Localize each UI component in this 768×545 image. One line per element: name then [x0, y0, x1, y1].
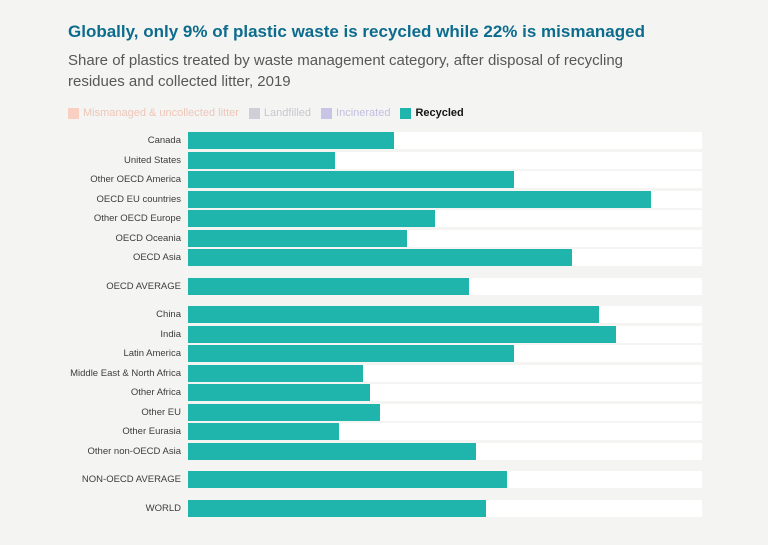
bar-track [188, 171, 702, 189]
recycled-bar[interactable] [188, 210, 435, 228]
recycled-bar[interactable] [188, 229, 408, 247]
bar-track [188, 384, 702, 402]
chart-row: United States [68, 151, 702, 169]
legend-swatch [321, 107, 333, 119]
recycled-bar[interactable] [188, 190, 651, 208]
row-label: OECD AVERAGE [106, 280, 181, 292]
chart-row: Other Eurasia [68, 423, 702, 441]
bar-track [188, 249, 702, 267]
row-label: India [160, 328, 181, 340]
bar-track [188, 132, 702, 150]
chart-row: India [68, 325, 702, 343]
legend-label: Incinerated [336, 107, 391, 120]
legend-item[interactable]: Mismanaged & uncollected litter [68, 107, 239, 119]
group-gap [68, 462, 702, 471]
bar-track [188, 471, 702, 489]
row-label: NON-OECD AVERAGE [81, 474, 181, 486]
recycled-bar[interactable] [188, 151, 336, 169]
chart-row: Other OECD Europe [68, 210, 702, 228]
legend-swatch [248, 107, 260, 119]
legend-swatch [400, 107, 412, 119]
bar-track [188, 364, 702, 382]
recycled-bar[interactable] [188, 132, 394, 150]
bar-track [188, 499, 702, 517]
bar-track [188, 442, 702, 460]
row-label: WORLD [145, 502, 181, 514]
bar-track [188, 423, 702, 441]
chart-row: OECD EU countries [68, 190, 702, 208]
chart-title: Globally, only 9% of plastic waste is re… [68, 22, 645, 41]
chart-row: Latin America [68, 345, 702, 363]
chart-row: OECD AVERAGE [68, 277, 702, 295]
recycled-bar[interactable] [188, 171, 514, 189]
row-label: Canada [147, 135, 181, 147]
legend: Mismanaged & uncollected litter Landfille… [68, 107, 702, 119]
bar-track [188, 345, 702, 363]
recycled-bar[interactable] [188, 249, 572, 267]
row-label: OECD EU countries [96, 193, 181, 205]
row-label: Other non-OECD Asia [87, 445, 181, 457]
chart-row: China [68, 306, 702, 324]
chart-row: Other EU [68, 403, 702, 421]
bar-track [188, 190, 702, 208]
bar-track [188, 306, 702, 324]
recycled-bar[interactable] [188, 423, 339, 441]
recycled-bar[interactable] [188, 499, 487, 517]
group-gap [68, 491, 702, 500]
recycled-bar[interactable] [188, 277, 469, 295]
chart-row: Other non-OECD Asia [68, 442, 702, 460]
chart-row: NON-OECD AVERAGE [68, 471, 702, 489]
bar-track [188, 403, 702, 421]
bar-track [188, 151, 702, 169]
chart-row: OECD Oceania [68, 229, 702, 247]
legend-label: Recycled [415, 107, 464, 120]
chart-row: Other Africa [68, 384, 702, 402]
row-label: Other Africa [130, 387, 181, 399]
legend-item[interactable]: Recycled [400, 107, 464, 120]
legend-swatch [68, 107, 79, 119]
chart-row: Middle East & North Africa [68, 364, 702, 382]
recycled-bar[interactable] [188, 325, 617, 343]
row-label: OECD Asia [132, 252, 181, 264]
recycled-bar[interactable] [188, 306, 600, 324]
bar-track [188, 210, 702, 228]
chart-row: Other OECD America [68, 171, 702, 189]
chart-row: Canada [68, 132, 702, 150]
row-label: Other EU [141, 406, 181, 418]
legend-item[interactable]: Landfilled [248, 107, 312, 120]
row-label: China [156, 309, 181, 321]
chart-row: WORLD [68, 499, 702, 517]
bar-track [188, 277, 702, 295]
legend-label: Mismanaged & uncollected litter [83, 107, 239, 120]
legend-item[interactable]: Incinerated [321, 107, 390, 119]
recycled-bar[interactable] [188, 384, 370, 402]
bar-track [188, 325, 702, 343]
row-label: Middle East & North Africa [70, 367, 181, 379]
row-label: OECD Oceania [115, 232, 181, 244]
row-label: Other OECD America [90, 174, 181, 186]
row-label: United States [123, 154, 181, 166]
legend-label: Landfilled [263, 107, 312, 120]
group-gap [68, 297, 702, 306]
recycled-bar[interactable] [188, 442, 476, 460]
chart: Canada United States Other OECD America OEC… [68, 132, 702, 517]
recycled-bar[interactable] [188, 364, 363, 382]
row-label: Other OECD Europe [93, 213, 181, 225]
chart-subtitle: Share of plastics treated by waste manag… [68, 52, 624, 90]
bar-track [188, 229, 702, 247]
row-label: Latin America [123, 348, 181, 360]
recycled-bar[interactable] [188, 471, 507, 489]
chart-row: OECD Asia [68, 249, 702, 267]
row-label: Other Eurasia [122, 426, 181, 438]
recycled-bar[interactable] [188, 345, 514, 363]
recycled-bar[interactable] [188, 403, 380, 421]
group-gap [68, 269, 702, 278]
